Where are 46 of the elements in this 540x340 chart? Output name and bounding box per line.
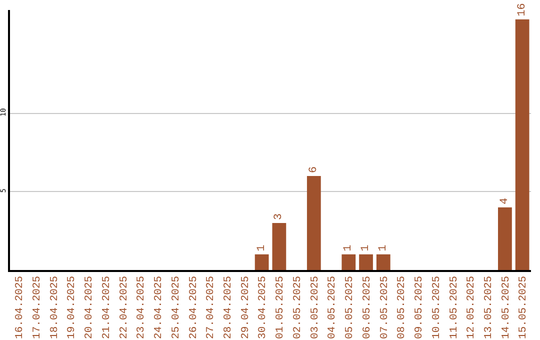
x-tick-label: 02.05.2025 <box>292 276 304 339</box>
x-tick-label: 29.04.2025 <box>240 276 252 339</box>
bar <box>515 19 530 270</box>
x-tick-label: 13.05.2025 <box>482 276 495 339</box>
x-tick-label: 18.04.2025 <box>48 276 61 339</box>
x-tick-label: 23.04.2025 <box>136 276 148 339</box>
bar <box>359 254 373 270</box>
data-label: 6 <box>308 166 320 174</box>
data-label: 1 <box>360 244 372 252</box>
x-tick-label: 07.05.2025 <box>378 276 391 339</box>
x-tick-label: 12.05.2025 <box>466 276 478 339</box>
x-tick-label: 01.05.2025 <box>274 276 287 339</box>
x-tick-label: 17.04.2025 <box>31 276 44 339</box>
x-tick-label: 11.05.2025 <box>448 276 460 339</box>
bar <box>272 223 286 270</box>
x-tick-label: 30.04.2025 <box>257 276 270 339</box>
data-label: 1 <box>256 244 268 252</box>
x-tick-label: 08.05.2025 <box>396 276 408 339</box>
data-label: 1 <box>377 244 390 252</box>
x-tick-label: 04.05.2025 <box>326 276 339 339</box>
x-tick-label: 20.04.2025 <box>84 276 96 339</box>
bar <box>306 176 321 270</box>
data-label: 1 <box>342 244 355 252</box>
x-tick-label: 05.05.2025 <box>344 276 356 339</box>
x-tick-label: 28.04.2025 <box>222 276 234 339</box>
x-tick-label: 16.04.2025 <box>14 276 26 339</box>
x-tick-label: 15.05.2025 <box>518 276 530 339</box>
x-tick-label: 19.04.2025 <box>66 276 78 339</box>
bar <box>342 254 356 270</box>
x-tick-label: 27.04.2025 <box>205 276 218 339</box>
x-tick-label: 25.04.2025 <box>170 276 182 339</box>
x-tick-label: 14.05.2025 <box>500 276 512 339</box>
x-tick-label: 03.05.2025 <box>309 276 322 339</box>
bar <box>254 254 269 270</box>
x-tick-label: 10.05.2025 <box>430 276 443 339</box>
x-tick-label: 06.05.2025 <box>361 276 374 339</box>
x-tick-label: 24.04.2025 <box>153 276 166 339</box>
bar <box>498 207 512 270</box>
data-label: 16 <box>516 3 528 16</box>
data-label: 3 <box>273 213 286 220</box>
x-tick-label: 22.04.2025 <box>118 276 130 339</box>
x-tick-label: 09.05.2025 <box>414 276 426 339</box>
bar <box>376 254 390 270</box>
x-tick-label: 21.04.2025 <box>100 276 113 339</box>
data-label: 4 <box>498 197 511 204</box>
x-tick-label: 26.04.2025 <box>188 276 200 339</box>
